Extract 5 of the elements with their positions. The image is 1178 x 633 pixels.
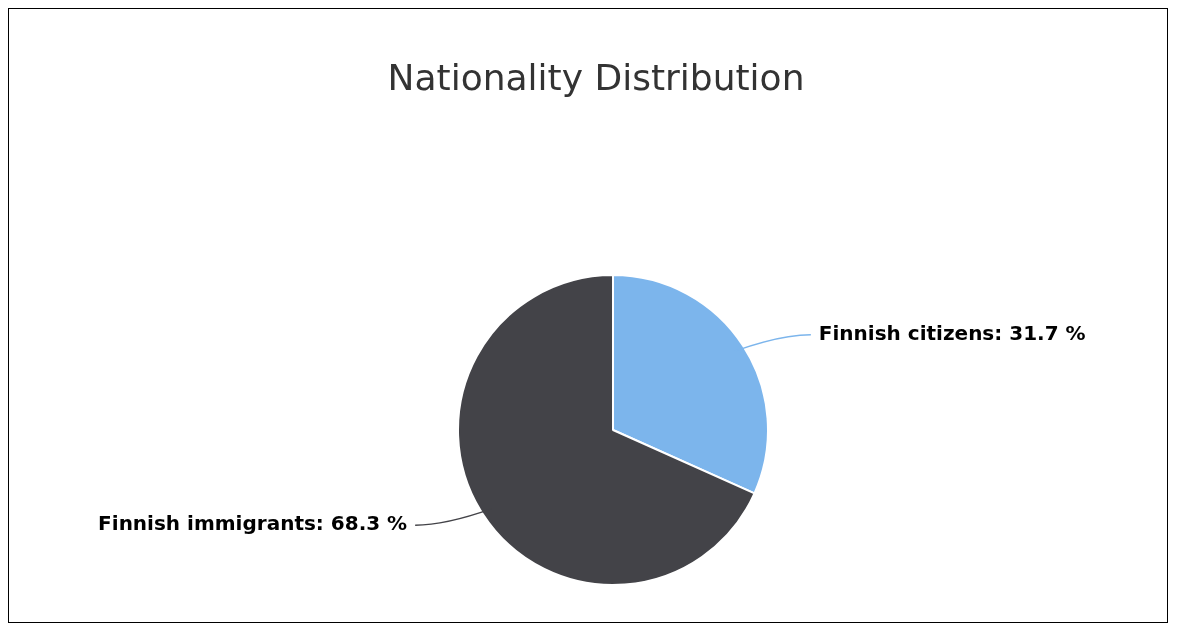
slice-label: Finnish citizens xyxy=(818,321,995,346)
slice-label: Finnish immigrants xyxy=(98,511,316,536)
data-label: : 31.7 % xyxy=(994,321,1086,346)
data-label: : 68.3 % xyxy=(315,511,408,536)
chart-title: Nationality Distribution xyxy=(387,57,805,99)
